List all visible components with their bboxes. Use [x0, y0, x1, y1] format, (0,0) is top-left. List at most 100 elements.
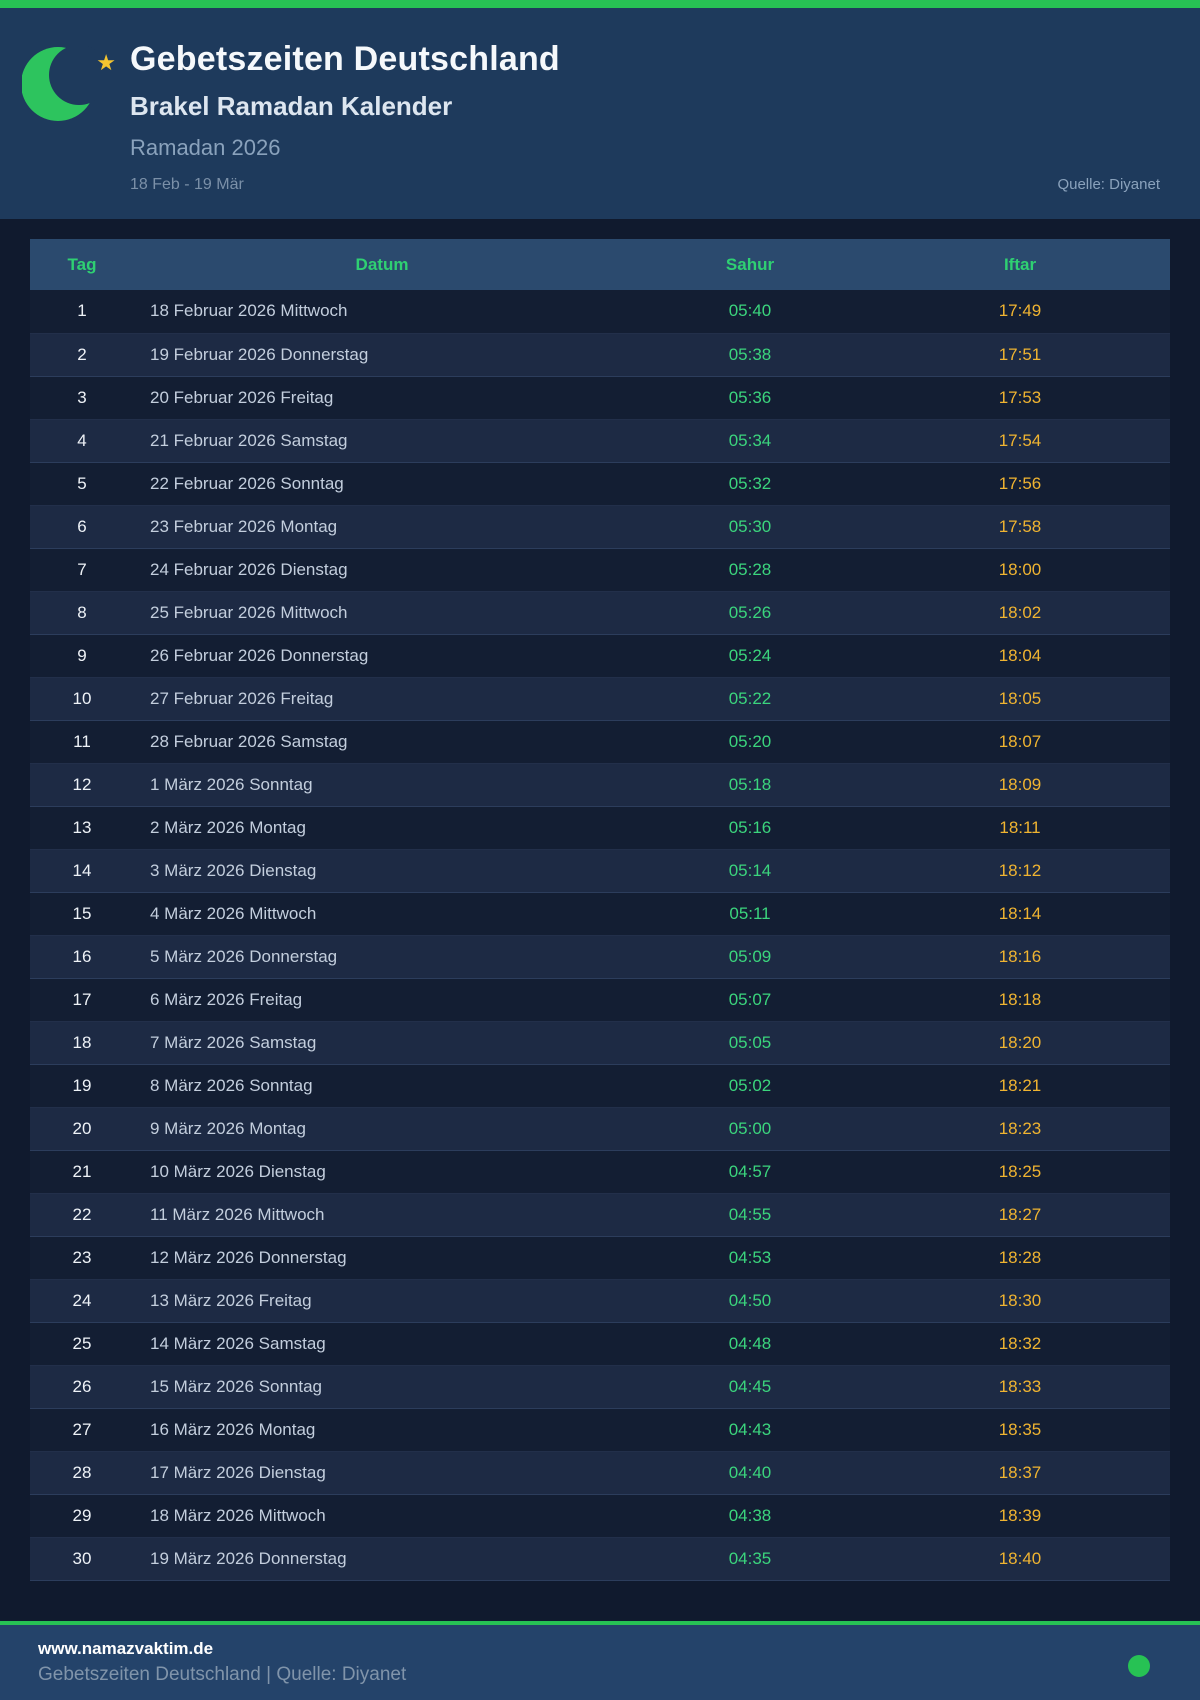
- iftar-time-cell: 18:33: [998, 1376, 1042, 1396]
- day-number-cell: 11: [73, 731, 91, 751]
- date-cell: 17 März 2026 Dienstag: [150, 1462, 326, 1482]
- table-row: 30 19 März 2026 Donnerstag 04:35 18:40: [30, 1537, 1170, 1580]
- day-number-cell: 5: [77, 473, 87, 493]
- table-row: 7 24 Februar 2026 Dienstag 05:28 18:00: [30, 548, 1170, 591]
- top-accent-bar: [0, 0, 1200, 8]
- date-cell: 9 März 2026 Montag: [150, 1118, 306, 1138]
- website-link[interactable]: www.namazvaktim.de: [38, 1639, 214, 1658]
- table-row: 16 5 März 2026 Donnerstag 05:09 18:16: [30, 935, 1170, 978]
- iftar-time-cell: 17:58: [998, 516, 1042, 536]
- iftar-time-cell: 18:04: [998, 645, 1042, 665]
- table-row: 13 2 März 2026 Montag 05:16 18:11: [30, 806, 1170, 849]
- iftar-time-cell: 18:14: [998, 903, 1042, 923]
- table-row: 29 18 März 2026 Mittwoch 04:38 18:39: [30, 1494, 1170, 1537]
- table-row: 14 3 März 2026 Dienstag 05:14 18:12: [30, 849, 1170, 892]
- table-row: 23 12 März 2026 Donnerstag 04:53 18:28: [30, 1236, 1170, 1279]
- date-cell: 7 März 2026 Samstag: [150, 1032, 317, 1052]
- table-header-row: Tag Datum Sahur Iftar: [30, 239, 1170, 290]
- iftar-time-cell: 18:20: [998, 1032, 1042, 1052]
- date-cell: 23 Februar 2026 Montag: [150, 516, 338, 536]
- table-row: 27 16 März 2026 Montag 04:43 18:35: [30, 1408, 1170, 1451]
- sahur-time-cell: 04:43: [728, 1419, 772, 1439]
- sahur-time-cell: 04:50: [728, 1290, 772, 1310]
- date-cell: 10 März 2026 Dienstag: [150, 1161, 326, 1181]
- sahur-time-cell: 05:34: [728, 430, 772, 450]
- sahur-time-cell: 05:05: [728, 1032, 772, 1052]
- day-number-cell: 12: [72, 774, 92, 794]
- column-header-tag: Tag: [30, 239, 134, 290]
- day-number-cell: 9: [77, 645, 87, 665]
- sahur-time-cell: 05:24: [728, 645, 772, 665]
- sahur-time-cell: 04:45: [728, 1376, 772, 1396]
- sahur-time-cell: 05:28: [728, 559, 772, 579]
- table-row: 6 23 Februar 2026 Montag 05:30 17:58: [30, 505, 1170, 548]
- date-cell: 27 Februar 2026 Freitag: [150, 688, 334, 708]
- table-row: 11 28 Februar 2026 Samstag 05:20 18:07: [30, 720, 1170, 763]
- day-number-cell: 6: [77, 516, 87, 536]
- date-cell: 16 März 2026 Montag: [150, 1419, 316, 1439]
- footer-accent-line: [0, 1621, 1200, 1625]
- page-subtitle: Brakel Ramadan Kalender: [130, 91, 453, 121]
- header-text-block: Gebetszeiten Deutschland Brakel Ramadan …: [0, 8, 1200, 194]
- day-number-cell: 21: [72, 1161, 92, 1181]
- iftar-time-cell: 17:56: [998, 473, 1042, 493]
- table-row: 17 6 März 2026 Freitag 05:07 18:18: [30, 978, 1170, 1021]
- sahur-time-cell: 05:07: [728, 989, 772, 1009]
- table-row: 22 11 März 2026 Mittwoch 04:55 18:27: [30, 1193, 1170, 1236]
- crescent-moon-graphic: [22, 45, 109, 121]
- sahur-time-cell: 05:11: [729, 903, 771, 923]
- sahur-time-cell: 04:35: [728, 1548, 772, 1568]
- day-number-cell: 1: [77, 301, 87, 321]
- iftar-time-cell: 18:16: [998, 946, 1042, 966]
- date-cell: 26 Februar 2026 Donnerstag: [150, 645, 369, 665]
- sahur-time-cell: 04:38: [728, 1505, 772, 1525]
- date-cell: 11 März 2026 Mittwoch: [150, 1204, 325, 1224]
- sahur-time-cell: 05:36: [728, 387, 772, 407]
- iftar-time-cell: 18:12: [998, 860, 1042, 880]
- date-cell: 19 März 2026 Donnerstag: [150, 1548, 347, 1568]
- date-cell: 3 März 2026 Dienstag: [150, 860, 317, 880]
- date-cell: 1 März 2026 Sonntag: [150, 774, 313, 794]
- day-number-cell: 19: [72, 1075, 92, 1095]
- iftar-time-cell: 18:37: [998, 1462, 1042, 1482]
- star-icon: ★: [96, 50, 116, 75]
- date-cell: 14 März 2026 Samstag: [150, 1333, 326, 1353]
- prayer-times-table-zone: Tag Datum Sahur Iftar 1 18 Februar 2026 …: [0, 219, 1200, 1581]
- iftar-time-cell: 18:32: [998, 1333, 1042, 1353]
- page-header: ★ Gebetszeiten Deutschland Brakel Ramada…: [0, 8, 1200, 219]
- table-row: 1 18 Februar 2026 Mittwoch 05:40 17:49: [30, 290, 1170, 333]
- sahur-time-cell: 05:38: [728, 344, 772, 364]
- iftar-time-cell: 17:53: [998, 387, 1042, 407]
- iftar-time-cell: 18:02: [998, 602, 1042, 622]
- day-number-cell: 7: [77, 559, 87, 579]
- sahur-time-cell: 05:00: [728, 1118, 772, 1138]
- column-header-iftar: Iftar: [870, 239, 1170, 290]
- iftar-time-cell: 18:30: [998, 1290, 1042, 1310]
- day-number-cell: 25: [72, 1333, 92, 1353]
- iftar-time-cell: 18:21: [998, 1075, 1042, 1095]
- iftar-time-cell: 18:18: [998, 989, 1042, 1009]
- day-number-cell: 20: [72, 1118, 92, 1138]
- day-number-cell: 2: [77, 344, 87, 364]
- table-row: 19 8 März 2026 Sonntag 05:02 18:21: [30, 1064, 1170, 1107]
- table-row: 24 13 März 2026 Freitag 04:50 18:30: [30, 1279, 1170, 1322]
- date-cell: 19 Februar 2026 Donnerstag: [150, 344, 369, 364]
- iftar-time-cell: 18:09: [998, 774, 1042, 794]
- table-row: 2 19 Februar 2026 Donnerstag 05:38 17:51: [30, 333, 1170, 376]
- day-number-cell: 14: [72, 860, 92, 880]
- iftar-time-cell: 18:35: [998, 1419, 1042, 1439]
- date-cell: 12 März 2026 Donnerstag: [150, 1247, 347, 1267]
- table-row: 21 10 März 2026 Dienstag 04:57 18:25: [30, 1150, 1170, 1193]
- sahur-time-cell: 05:32: [728, 473, 772, 493]
- day-number-cell: 13: [72, 817, 92, 837]
- day-number-cell: 18: [72, 1032, 92, 1052]
- sahur-time-cell: 04:55: [728, 1204, 772, 1224]
- prayer-times-table: Tag Datum Sahur Iftar 1 18 Februar 2026 …: [30, 239, 1170, 1581]
- sahur-time-cell: 05:02: [728, 1075, 772, 1095]
- date-cell: 6 März 2026 Freitag: [150, 989, 303, 1009]
- column-header-sahur: Sahur: [630, 239, 870, 290]
- table-row: 25 14 März 2026 Samstag 04:48 18:32: [30, 1322, 1170, 1365]
- day-number-cell: 17: [72, 989, 92, 1009]
- table-row: 18 7 März 2026 Samstag 05:05 18:20: [30, 1021, 1170, 1064]
